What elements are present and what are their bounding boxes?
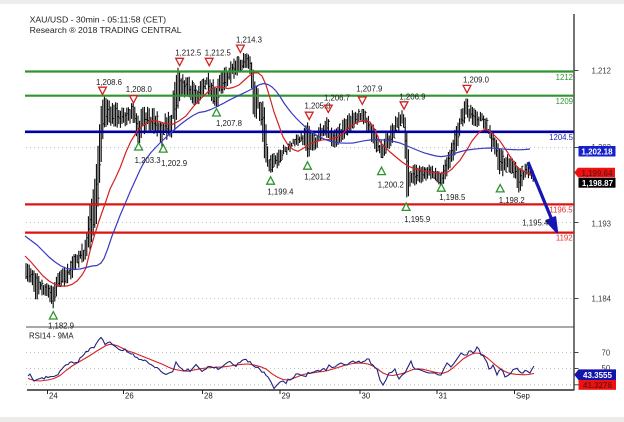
svg-text:1,182.9: 1,182.9 [48, 321, 74, 330]
svg-text:1209: 1209 [556, 97, 573, 106]
svg-text:1,193: 1,193 [592, 220, 612, 229]
svg-text:1,212.5: 1,212.5 [205, 49, 232, 58]
svg-text:50: 50 [602, 364, 611, 373]
svg-text:1212: 1212 [556, 73, 573, 82]
svg-text:1,209.0: 1,209.0 [463, 75, 490, 84]
svg-text:31: 31 [439, 392, 448, 401]
svg-text:1,195.4: 1,195.4 [522, 219, 549, 228]
svg-text:1,208.0: 1,208.0 [126, 85, 153, 94]
svg-text:1,199.64: 1,199.64 [581, 169, 613, 178]
svg-text:1,195.9: 1,195.9 [404, 215, 430, 224]
svg-text:1,184: 1,184 [592, 295, 612, 304]
svg-text:1,207.8: 1,207.8 [216, 119, 242, 128]
svg-text:28: 28 [204, 392, 213, 401]
svg-text:Research ® 2018 TRADING CENTRA: Research ® 2018 TRADING CENTRAL [30, 25, 182, 35]
svg-text:1,205.0: 1,205.0 [305, 102, 332, 111]
svg-text:1,208.6: 1,208.6 [96, 78, 122, 87]
svg-text:Sep: Sep [516, 392, 531, 401]
svg-text:1,214.3: 1,214.3 [236, 35, 262, 44]
svg-text:41.3276: 41.3276 [583, 381, 612, 390]
svg-text:1,206.7: 1,206.7 [324, 94, 350, 103]
svg-text:1,207.9: 1,207.9 [356, 84, 382, 93]
svg-text:29: 29 [282, 392, 291, 401]
svg-text:1,203.3: 1,203.3 [135, 156, 161, 165]
svg-text:1192: 1192 [556, 234, 573, 243]
svg-text:30: 30 [362, 392, 371, 401]
svg-text:1,198.87: 1,198.87 [582, 179, 614, 188]
svg-text:43.3555: 43.3555 [583, 371, 612, 380]
svg-text:RSI14 - 9MA: RSI14 - 9MA [29, 332, 74, 341]
svg-text:1,200.2: 1,200.2 [378, 181, 404, 190]
svg-text:1,212: 1,212 [592, 67, 612, 76]
svg-text:1204.5: 1204.5 [549, 133, 574, 142]
svg-text:70: 70 [602, 348, 611, 357]
svg-text:1,199.4: 1,199.4 [267, 188, 294, 197]
svg-text:1,198.2: 1,198.2 [499, 196, 525, 205]
svg-text:24: 24 [49, 392, 58, 401]
svg-text:26: 26 [125, 392, 134, 401]
svg-text:1,202.18: 1,202.18 [581, 148, 613, 157]
svg-text:1,202.9: 1,202.9 [161, 159, 187, 168]
svg-text:1,201.2: 1,201.2 [304, 173, 330, 182]
svg-text:1,206.9: 1,206.9 [399, 93, 425, 102]
svg-text:1,212.5: 1,212.5 [175, 49, 202, 58]
svg-text:XAU/USD - 30min - 05:11:58 (CE: XAU/USD - 30min - 05:11:58 (CET) [30, 14, 167, 24]
svg-text:1196.5: 1196.5 [549, 206, 573, 215]
svg-text:1,198.5: 1,198.5 [439, 193, 466, 202]
